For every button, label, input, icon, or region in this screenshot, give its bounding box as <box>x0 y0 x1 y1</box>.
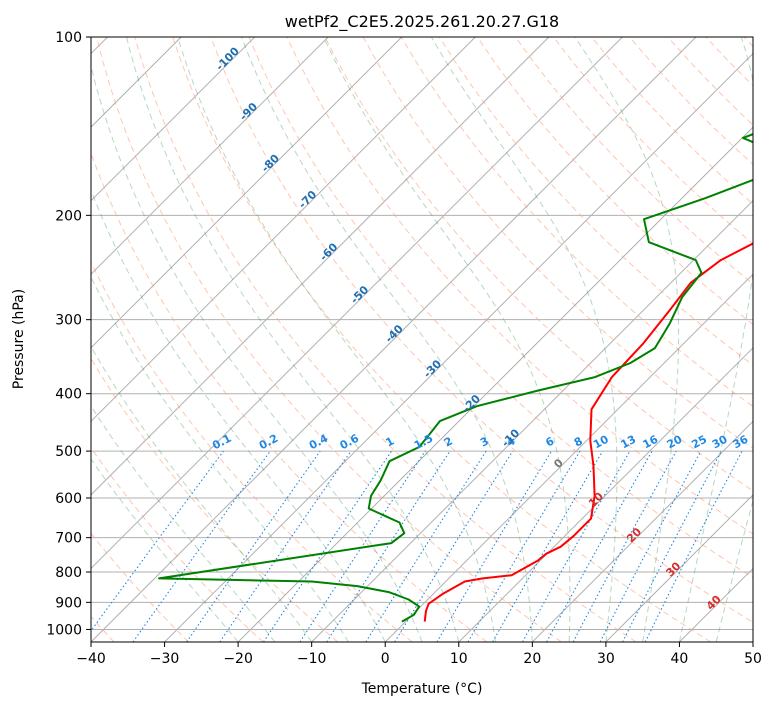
y-tick-label: 200 <box>55 208 82 224</box>
x-axis-label: Temperature (°C) <box>361 681 483 697</box>
dewpoint-profile-line <box>158 133 753 623</box>
y-tick-label: 1000 <box>46 622 82 638</box>
x-tick-label: 50 <box>744 651 762 667</box>
isotherm-line <box>91 37 550 496</box>
x-tick-label: −40 <box>76 651 106 667</box>
moist-adiabat-line <box>91 345 313 642</box>
y-axis-label: Pressure (hPa) <box>11 289 27 389</box>
mixing-ratio-line <box>91 450 224 632</box>
mixing-ratio-label: 16 <box>641 433 661 452</box>
moist-adiabat-line <box>241 37 533 642</box>
mixing-ratio-label: 10 <box>591 433 611 452</box>
moist-adiabat-line <box>91 188 386 642</box>
mixing-ratio-line <box>522 450 631 642</box>
isotherm-line <box>91 37 403 349</box>
isotherm-line <box>164 52 753 642</box>
moist-adiabat-line <box>91 458 239 642</box>
dry-adiabat-line <box>96 37 562 642</box>
y-tick-label: 100 <box>55 30 82 46</box>
moist-adiabat-line <box>91 64 423 642</box>
plot-frame <box>90 36 754 643</box>
y-tick-label: 700 <box>55 531 82 547</box>
mixing-ratio-label: 36 <box>731 433 751 452</box>
y-tick-label: 800 <box>55 565 82 581</box>
moist-adiabat-line <box>91 275 349 642</box>
x-tick-label: 20 <box>523 651 541 667</box>
mixing-ratio-label: 30 <box>710 433 730 452</box>
x-tick-label: 10 <box>450 651 468 667</box>
isotherm-line <box>531 420 753 642</box>
moist-adiabat-line <box>574 37 680 642</box>
isotherm-line <box>91 37 476 423</box>
mixing-ratio-line <box>132 450 271 642</box>
temperature-profile-line <box>423 242 753 622</box>
y-tick-label: 900 <box>55 595 82 611</box>
dry-adiabat-line <box>134 37 637 642</box>
mixing-ratio-label: 13 <box>619 433 639 452</box>
mixing-ratio-line <box>326 450 451 642</box>
moist-adiabat-line <box>430 37 618 642</box>
x-tick-label: 40 <box>671 651 689 667</box>
mixing-ratio-label: 20 <box>665 433 685 452</box>
dry-adiabat-line <box>286 37 753 535</box>
axis-ticks: −40 −30 −20 −10 0 10 20 30 40 50 100 200 300 400 500 60… <box>46 30 762 667</box>
x-tick-label: 0 <box>381 651 390 667</box>
mixing-ratio-line <box>394 450 514 642</box>
y-tick-label: 600 <box>55 491 82 507</box>
y-tick-label: 300 <box>55 313 82 329</box>
y-tick-label: 500 <box>55 444 82 460</box>
mixing-ratio-line <box>299 450 426 642</box>
dry-adiabat-line <box>324 37 753 492</box>
dry-adiabat-line <box>91 357 339 642</box>
moist-adiabat-line <box>126 37 460 642</box>
dry-adiabat-line <box>210 37 753 623</box>
dry-adiabat-line <box>514 37 753 285</box>
mixing-ratio-line <box>186 450 321 642</box>
y-tick-label: 400 <box>55 387 82 403</box>
moist-adiabat-line <box>678 37 753 642</box>
moist-adiabat-line <box>715 498 753 642</box>
moist-adiabat-line <box>91 405 276 642</box>
plot-background <box>91 37 753 642</box>
dry-adiabat-line <box>248 37 753 579</box>
x-tick-label: −30 <box>150 651 180 667</box>
mixing-ratio-line <box>263 450 392 642</box>
mixing-ratio-line <box>572 450 677 642</box>
dry-adiabat-line <box>172 37 711 642</box>
isotherm-line <box>91 37 697 642</box>
isotherm-line <box>384 273 753 642</box>
mixing-ratio-label: 25 <box>689 433 709 452</box>
isotherm-line <box>605 494 753 642</box>
isotherm-line <box>91 37 256 202</box>
plot-area <box>91 37 753 642</box>
isotherm-line <box>458 347 753 642</box>
x-tick-label: −20 <box>223 651 253 667</box>
isotherm-line <box>91 37 623 570</box>
isotherm-line <box>91 37 329 275</box>
x-tick-label: 30 <box>597 651 615 667</box>
chart-title: wetPf2_C2E5.2025.261.20.27.G18 <box>285 12 559 32</box>
moist-adiabat-line <box>323 37 571 642</box>
dry-adiabat-line <box>91 261 413 642</box>
mixing-ratio-line <box>219 450 352 642</box>
moist-adiabat-line <box>177 37 497 642</box>
mixing-ratio-line <box>546 450 653 642</box>
x-tick-label: −10 <box>297 651 327 667</box>
dry-adiabat-line <box>91 446 264 642</box>
isotherm-line <box>311 199 753 642</box>
mixing-ratio-line <box>644 450 743 642</box>
